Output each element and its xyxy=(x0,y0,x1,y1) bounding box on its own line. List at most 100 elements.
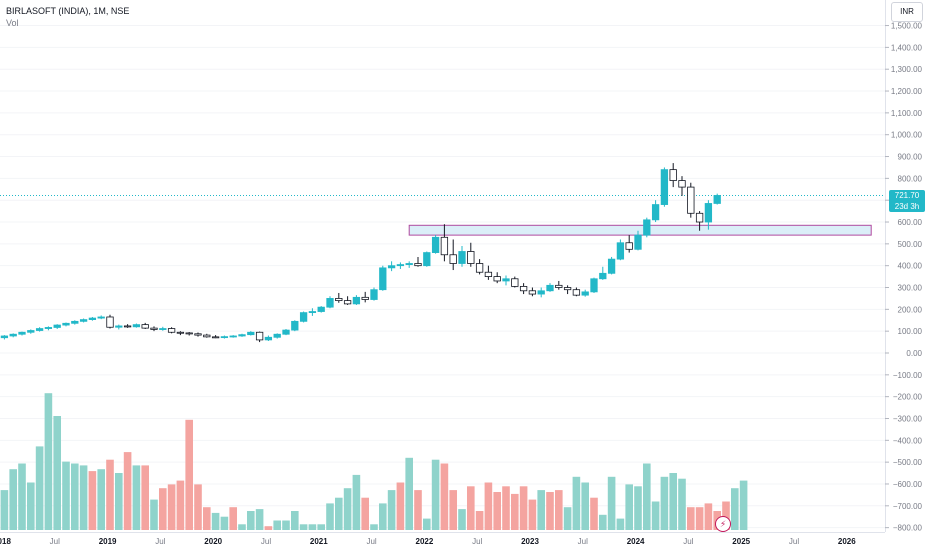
candle xyxy=(467,242,475,267)
time-tick-label: 2019 xyxy=(99,537,117,546)
time-tick-label: 2024 xyxy=(627,537,645,546)
time-tick-label: Jul xyxy=(155,537,165,546)
volume-bar xyxy=(255,509,264,530)
volume-bar xyxy=(493,492,501,530)
candle xyxy=(141,322,149,329)
candle xyxy=(159,326,167,331)
candle xyxy=(18,331,26,336)
candle xyxy=(132,323,141,328)
candle xyxy=(27,329,35,334)
candle xyxy=(71,320,79,325)
candle-body xyxy=(607,258,616,274)
candle xyxy=(291,320,299,332)
lightning-icon[interactable]: ⚡ xyxy=(715,516,731,532)
time-tick-label: Jul xyxy=(472,537,482,546)
candle-body xyxy=(282,329,290,335)
candle-body xyxy=(273,333,281,338)
volume-bar xyxy=(563,507,572,530)
candle-body xyxy=(264,336,273,341)
volume-bar xyxy=(150,499,158,530)
volume-bar xyxy=(115,473,123,530)
volume-bar xyxy=(660,476,669,530)
candle-body xyxy=(590,278,598,293)
volume-bar xyxy=(326,503,334,530)
candle xyxy=(35,327,44,332)
candle xyxy=(44,326,53,331)
candle-body xyxy=(546,284,554,292)
candle xyxy=(431,235,440,254)
candle-body xyxy=(247,331,255,336)
price-tick-label: −700.00 xyxy=(893,502,923,511)
volume-bar xyxy=(458,509,466,530)
price-tick-label: −100.00 xyxy=(893,371,923,380)
volume-bar xyxy=(555,490,563,530)
volume-bar xyxy=(352,474,361,530)
candle xyxy=(326,296,334,309)
time-tick-label: Jul xyxy=(789,537,799,546)
candle-body xyxy=(150,327,158,330)
time-tick-label: Jul xyxy=(50,537,60,546)
candle-body xyxy=(194,333,202,336)
price-tick-label: −800.00 xyxy=(893,524,923,533)
candle-body xyxy=(185,332,193,335)
candle-body xyxy=(18,331,26,335)
price-tick-label: 300.00 xyxy=(898,284,923,293)
volume-bar xyxy=(396,482,405,530)
candle-body xyxy=(343,300,352,305)
time-tick-label: 2026 xyxy=(838,537,856,546)
volume-bar xyxy=(739,480,748,530)
volume-bar xyxy=(423,518,431,530)
candle-body xyxy=(643,219,651,236)
candle xyxy=(634,230,642,251)
candle xyxy=(247,331,255,336)
price-tick-label: 1,100.00 xyxy=(891,109,923,118)
volume-bar xyxy=(27,482,35,530)
candle xyxy=(440,224,449,262)
volume-bar xyxy=(669,473,677,530)
candle xyxy=(643,217,651,238)
candle-body xyxy=(405,263,413,265)
price-tick-label: 800.00 xyxy=(898,174,923,183)
volume-bar xyxy=(502,486,510,530)
candle xyxy=(537,287,545,298)
candle xyxy=(502,275,510,286)
candle xyxy=(572,287,581,297)
volume-bar xyxy=(62,461,70,530)
volume-bar xyxy=(537,490,545,530)
candle-body xyxy=(308,311,317,314)
time-axis: 2018 Jul 2019 Jul 2020 Jul 2021 Jul 2022 Jul 2023 J… xyxy=(0,532,885,546)
candle xyxy=(660,167,669,207)
candle-body xyxy=(502,278,510,282)
volume-bar xyxy=(651,501,660,530)
candle xyxy=(563,285,572,295)
volume-bar xyxy=(123,452,132,530)
volume-bar xyxy=(634,486,642,530)
time-tick-label: 2023 xyxy=(521,537,539,546)
candle-body xyxy=(361,296,369,300)
candle-body xyxy=(414,263,422,267)
candle-body xyxy=(132,324,141,328)
candle-body xyxy=(511,278,519,287)
volume-bar xyxy=(387,490,396,530)
time-tick-label: Jul xyxy=(261,537,271,546)
candle xyxy=(616,239,625,261)
candle-body xyxy=(35,328,44,331)
candle xyxy=(335,292,343,303)
candle xyxy=(687,182,695,218)
candle xyxy=(79,318,88,323)
candle-body xyxy=(255,331,264,341)
time-tick-label: Jul xyxy=(578,537,588,546)
candle xyxy=(607,256,616,275)
candle xyxy=(53,324,61,329)
candle-body xyxy=(625,242,633,250)
candle xyxy=(669,163,677,188)
currency-button[interactable]: INR xyxy=(891,2,923,22)
price-tick-label: 900.00 xyxy=(898,153,923,162)
price-tick-label: 400.00 xyxy=(898,262,923,271)
volume-bar xyxy=(317,524,325,530)
candle-body xyxy=(370,289,378,300)
candle xyxy=(651,200,660,223)
candle xyxy=(396,262,405,269)
candle-body xyxy=(9,333,17,337)
